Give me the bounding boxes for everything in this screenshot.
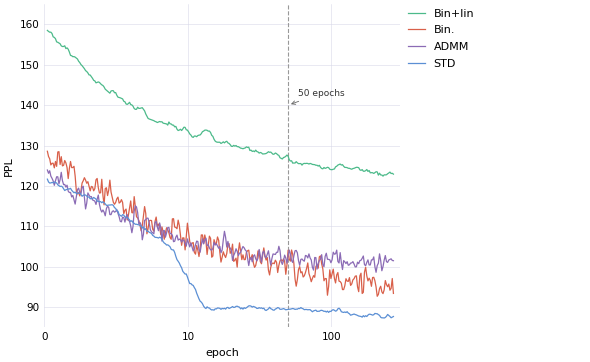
Bin. [390,291,397,296]
STD [44,177,51,181]
ADMM [249,260,256,264]
ADMM [250,254,257,258]
Bin. [255,249,263,254]
Bin+lin [379,174,386,178]
Bin+lin [250,149,257,153]
Bin. [373,294,381,298]
ADMM [336,261,343,265]
STD [249,305,256,309]
Bin. [358,271,365,275]
Bin+lin [336,163,343,167]
Line: STD: STD [47,179,394,318]
ADMM [255,247,263,252]
Bin+lin [255,151,263,155]
Legend: Bin+lin, Bin., ADMM, STD: Bin+lin, Bin., ADMM, STD [404,4,478,73]
Line: ADMM: ADMM [47,170,394,272]
X-axis label: epoch: epoch [205,348,239,358]
Bin+lin [358,168,365,173]
STD [358,314,365,319]
Bin. [250,261,257,265]
STD [250,304,257,308]
STD [390,314,397,319]
ADMM [45,171,52,176]
Bin+lin [45,29,52,34]
Bin+lin [249,149,256,153]
ADMM [358,258,365,262]
Line: Bin.: Bin. [47,151,394,296]
STD [255,306,263,310]
STD [381,316,388,320]
Bin. [336,279,343,283]
Bin. [249,252,256,257]
Bin+lin [44,28,51,33]
Bin. [45,154,52,159]
Y-axis label: PPL: PPL [4,156,14,176]
ADMM [44,168,51,172]
STD [45,180,52,184]
Text: 50 epochs: 50 epochs [291,89,344,104]
Bin+lin [390,172,397,176]
STD [336,306,343,310]
Line: Bin+lin: Bin+lin [47,30,394,176]
ADMM [390,258,397,263]
ADMM [372,270,379,274]
Bin. [44,149,51,153]
